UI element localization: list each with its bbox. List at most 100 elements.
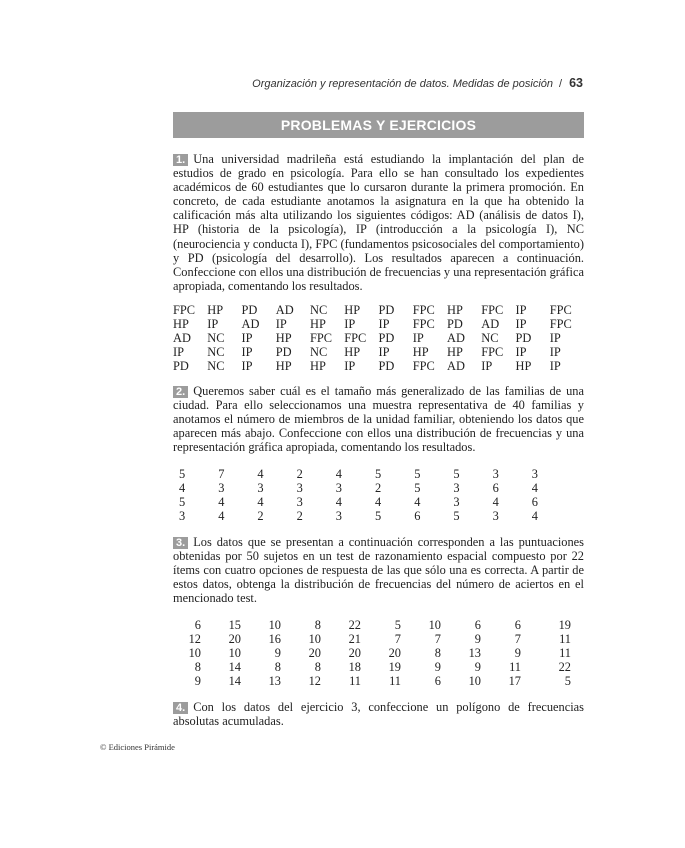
table-cell: 7 — [394, 632, 401, 647]
table-cell: 9 — [194, 674, 201, 689]
table-cell: 11 — [509, 660, 521, 675]
table-cell: 7 — [218, 467, 225, 481]
table-cell: FPC — [173, 303, 196, 317]
table-cell: 10 — [268, 618, 281, 632]
table-cell: 20 — [308, 646, 321, 661]
table-cell: HP — [310, 359, 326, 374]
table-cell: 12 — [308, 674, 321, 689]
table-cell: 15 — [228, 618, 241, 632]
table-cell: HP — [207, 303, 224, 317]
table-cell: IP — [275, 317, 287, 332]
table-cell: 20 — [348, 646, 361, 661]
table-cell: IP — [344, 317, 356, 332]
table-cell: 3 — [335, 481, 342, 496]
exercise-1: 1. Una universidad madrileña está estudia… — [173, 152, 584, 293]
table-cell: HP — [412, 345, 429, 360]
table-cell: 4 — [179, 481, 186, 496]
table-cell: 4 — [531, 509, 538, 524]
table-cell: 10 — [468, 674, 481, 689]
table-cell: HP — [310, 317, 326, 332]
running-header: Organización y representación de datos. … — [252, 76, 583, 90]
table-cell: 21 — [348, 632, 361, 647]
table-cell: 8 — [314, 618, 321, 632]
table-cell: AD — [481, 317, 500, 332]
exercise-text: Los datos que se presentan a continuació… — [173, 535, 584, 606]
table-cell: IP — [515, 345, 527, 360]
table-cell: 3 — [296, 481, 303, 496]
table-cell: 3 — [218, 481, 225, 496]
table-cell: 4 — [335, 467, 342, 481]
table-cell: IP — [378, 345, 390, 360]
table-cell: 13 — [268, 674, 281, 689]
table-cell: FPC — [412, 317, 435, 332]
table-cell: 6 — [531, 495, 538, 510]
exercise-4: 4. Con los datos del ejercicio 3, confecc… — [173, 700, 584, 728]
table-cell: 2 — [257, 509, 264, 524]
table-cell: PD — [378, 359, 395, 374]
table-cell: 10 — [228, 646, 241, 661]
exercise-number: 1. — [173, 154, 189, 166]
table-cell: IP — [207, 317, 219, 332]
table-cell: IP — [378, 317, 390, 332]
table-test-scores: 6 15 10 8 22 5 10 6 6 19 12 20 16 10 21 7 7 9 7 11 10 10 9 20 20… — [173, 618, 573, 688]
table-cell: HP — [275, 359, 292, 374]
table-cell: 6 — [434, 674, 441, 689]
table-cell: HP — [447, 345, 463, 360]
table-cell: PD — [173, 359, 189, 374]
table-cell: 5 — [564, 674, 571, 689]
table-cell: 8 — [314, 660, 321, 675]
exercise-text: Queremos saber cuál es el tamaño más gen… — [173, 384, 584, 455]
table-cell: 4 — [375, 495, 382, 510]
table-cell: 5 — [414, 467, 421, 481]
table-cell: 9 — [514, 646, 521, 661]
table-cell: 5 — [414, 481, 421, 496]
table-cell: 4 — [257, 495, 264, 510]
table-cell: NC — [207, 359, 225, 374]
table-cell: 22 — [558, 660, 571, 675]
table-cell: 20 — [228, 632, 241, 647]
table-cell: IP — [549, 331, 561, 346]
table-cell: 5 — [453, 509, 460, 524]
table-cell: 3 — [492, 467, 499, 481]
table-cell: 6 — [414, 509, 421, 524]
table-cell: 11 — [389, 674, 401, 689]
table-cell: NC — [310, 345, 328, 360]
table-cell: NC — [481, 331, 499, 346]
table-cell: HP — [515, 359, 532, 374]
page-number: 63 — [569, 76, 583, 90]
table-cell: 6 — [514, 618, 521, 632]
table-cell: PD — [515, 331, 532, 346]
table-cell: 3 — [335, 509, 342, 524]
table-cell: 3 — [296, 495, 303, 510]
table-cell: 5 — [179, 495, 186, 510]
table-cell: AD — [447, 359, 465, 374]
table-cell: 18 — [348, 660, 361, 675]
copyright-footer: © Ediciones Pirámide — [100, 742, 175, 752]
table-cell: FPC — [549, 303, 572, 317]
table-cell: 9 — [474, 632, 481, 647]
table-cell: PD — [447, 317, 463, 332]
table-cell: PD — [241, 303, 258, 317]
table-cell: NC — [310, 303, 328, 317]
exercise-3: 3. Los datos que se presentan a continuac… — [173, 535, 584, 605]
table-cell: FPC — [481, 303, 504, 317]
table-cell: FPC — [549, 317, 572, 332]
exercise-number: 4. — [173, 702, 189, 714]
separator: / — [559, 78, 563, 90]
table-cell: 19 — [558, 618, 571, 632]
table-cell: 9 — [274, 646, 281, 661]
table-cell: AD — [241, 317, 260, 332]
table-cell: IP — [241, 345, 253, 360]
table-cell: NC — [207, 345, 225, 360]
table-cell: FPC — [412, 303, 435, 317]
table-cell: 4 — [492, 495, 499, 510]
table-cell: 17 — [508, 674, 521, 689]
table-cell: 4 — [218, 495, 225, 510]
table-cell: IP — [241, 359, 253, 374]
table-cell: 22 — [348, 618, 361, 632]
table-cell: HP — [173, 317, 189, 332]
table-cell: 6 — [194, 618, 201, 632]
table-cell: IP — [515, 303, 527, 317]
table-cell: 5 — [453, 467, 460, 481]
